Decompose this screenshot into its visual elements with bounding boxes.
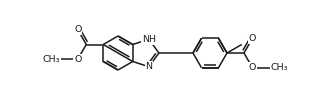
Text: O: O [249, 63, 256, 72]
Text: NH: NH [142, 35, 156, 44]
Text: CH₃: CH₃ [42, 55, 60, 64]
Text: O: O [74, 55, 82, 64]
Text: O: O [249, 34, 256, 43]
Text: O: O [74, 25, 82, 34]
Text: CH₃: CH₃ [270, 63, 288, 72]
Text: N: N [146, 62, 153, 71]
